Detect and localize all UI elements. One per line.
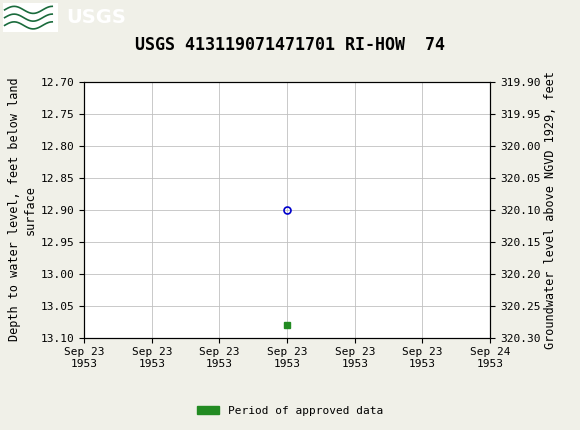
Y-axis label: Depth to water level, feet below land
surface: Depth to water level, feet below land su… [9, 78, 37, 341]
Text: USGS: USGS [67, 8, 126, 27]
Legend: Period of approved data: Period of approved data [193, 401, 387, 420]
Text: USGS 413119071471701 RI-HOW  74: USGS 413119071471701 RI-HOW 74 [135, 36, 445, 54]
Bar [3, 3, 58, 32]
Y-axis label: Groundwater level above NGVD 1929, feet: Groundwater level above NGVD 1929, feet [545, 71, 557, 349]
